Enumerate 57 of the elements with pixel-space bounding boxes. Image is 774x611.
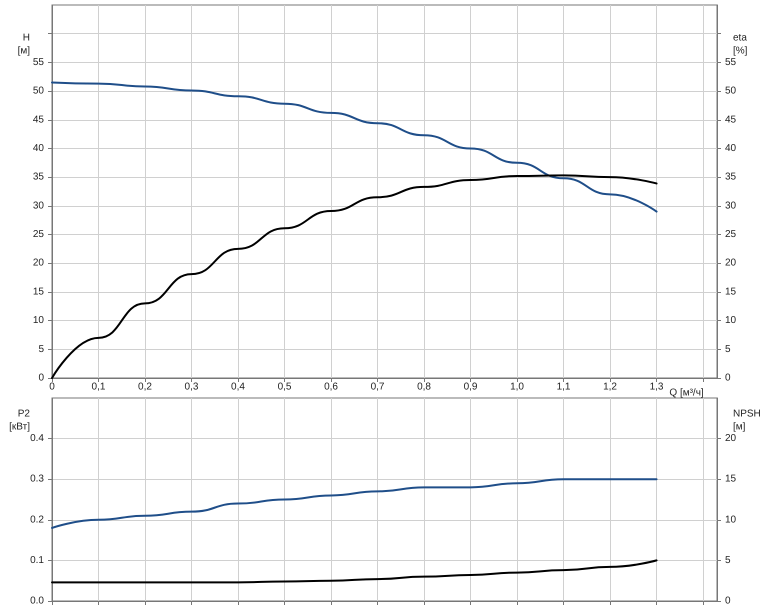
- x-tick-label: 0,2: [138, 382, 152, 392]
- y-tick-label: 0.0: [30, 596, 44, 606]
- y-tick-label: 30: [32, 200, 44, 212]
- y2-tick-label: 50: [725, 86, 737, 97]
- y-tick-label: 0.3: [30, 474, 44, 485]
- y2-tick-label: 30: [725, 200, 737, 212]
- y-tick-label: 0.1: [30, 554, 44, 566]
- y-tick-label: 20: [32, 258, 44, 269]
- y-tick-label: 5: [38, 344, 44, 355]
- x-tick-label: 0,7: [370, 382, 385, 392]
- line-series: [51, 559, 658, 584]
- line-series: [51, 81, 658, 213]
- y-tick-label: 45: [32, 114, 44, 126]
- y2-tick-label: 15: [725, 286, 737, 298]
- y2-tick-label: 5: [725, 344, 731, 355]
- y-tick-label: 0.4: [30, 433, 44, 444]
- y2-tick-label: 35: [725, 172, 737, 183]
- x-tick-label: 0,9: [464, 382, 478, 392]
- x-tick-label: 1,1: [556, 382, 571, 392]
- x-tick-label: 0,5: [278, 382, 292, 392]
- x-tick-label: 0,8: [417, 382, 432, 392]
- y2-tick-label: 45: [725, 114, 737, 126]
- y2-axis-title: NPSH [м]: [733, 408, 761, 433]
- y2-tick-label: 20: [725, 433, 737, 444]
- x-tick-label: 1,3: [650, 382, 664, 392]
- y-axis-title: H [м]: [18, 32, 30, 56]
- y2-tick-label: 20: [725, 258, 737, 269]
- x-tick-label: 1,0: [510, 382, 524, 392]
- y2-tick-label: 40: [725, 142, 737, 154]
- y2-tick-label: 10: [725, 514, 737, 526]
- y-tick-label: 0.2: [30, 514, 44, 526]
- line-series: [51, 174, 658, 379]
- x-tick-label: 0,1: [92, 382, 106, 392]
- y2-tick-label: 15: [725, 474, 737, 485]
- x-tick-label: 0,3: [184, 382, 199, 392]
- line-series: [51, 478, 658, 529]
- y2-tick-label: 25: [725, 229, 737, 240]
- x-tick-label: 0,4: [231, 382, 246, 392]
- y2-tick-label: 5: [725, 554, 731, 566]
- x-tick-label: 1,2: [603, 382, 618, 392]
- y2-tick-label: 55: [725, 56, 737, 68]
- y-tick-label: 50: [32, 86, 44, 97]
- y2-tick-label: 0: [725, 596, 731, 606]
- y-tick-label: 10: [32, 315, 44, 326]
- y-tick-label: 25: [32, 229, 44, 240]
- y-tick-label: 35: [32, 172, 44, 183]
- y-axis-title: P2 [кВт]: [9, 408, 30, 433]
- y-tick-label: 40: [32, 142, 44, 154]
- x-axis-title: Q [м³/ч]: [669, 388, 704, 398]
- y2-axis-title: eta [%]: [733, 32, 748, 56]
- x-tick-label: 0,6: [324, 382, 338, 392]
- y-tick-label: 55: [32, 56, 44, 68]
- y-tick-label: 15: [32, 286, 44, 298]
- x-tick-label: 0: [49, 382, 56, 392]
- y-tick-label: 0: [38, 372, 44, 384]
- y2-tick-label: 10: [725, 315, 737, 326]
- y2-tick-label: 0: [725, 372, 731, 384]
